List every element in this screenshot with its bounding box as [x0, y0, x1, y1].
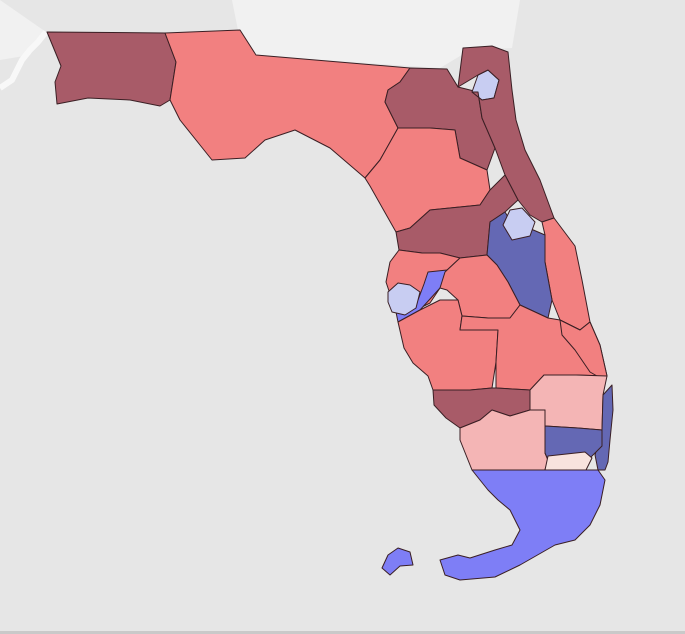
district-panhandle-west[interactable] [46, 31, 177, 107]
bottom-rule [0, 631, 685, 634]
district-orlando-north[interactable] [502, 207, 536, 241]
neighbor-coastline [0, 30, 49, 91]
district-st-petersburg[interactable] [387, 282, 421, 316]
district-broward-west[interactable] [544, 451, 593, 471]
neighbor-land-georgia-alabama [0, 0, 685, 68]
district-miami-dade-keys[interactable] [381, 469, 606, 581]
